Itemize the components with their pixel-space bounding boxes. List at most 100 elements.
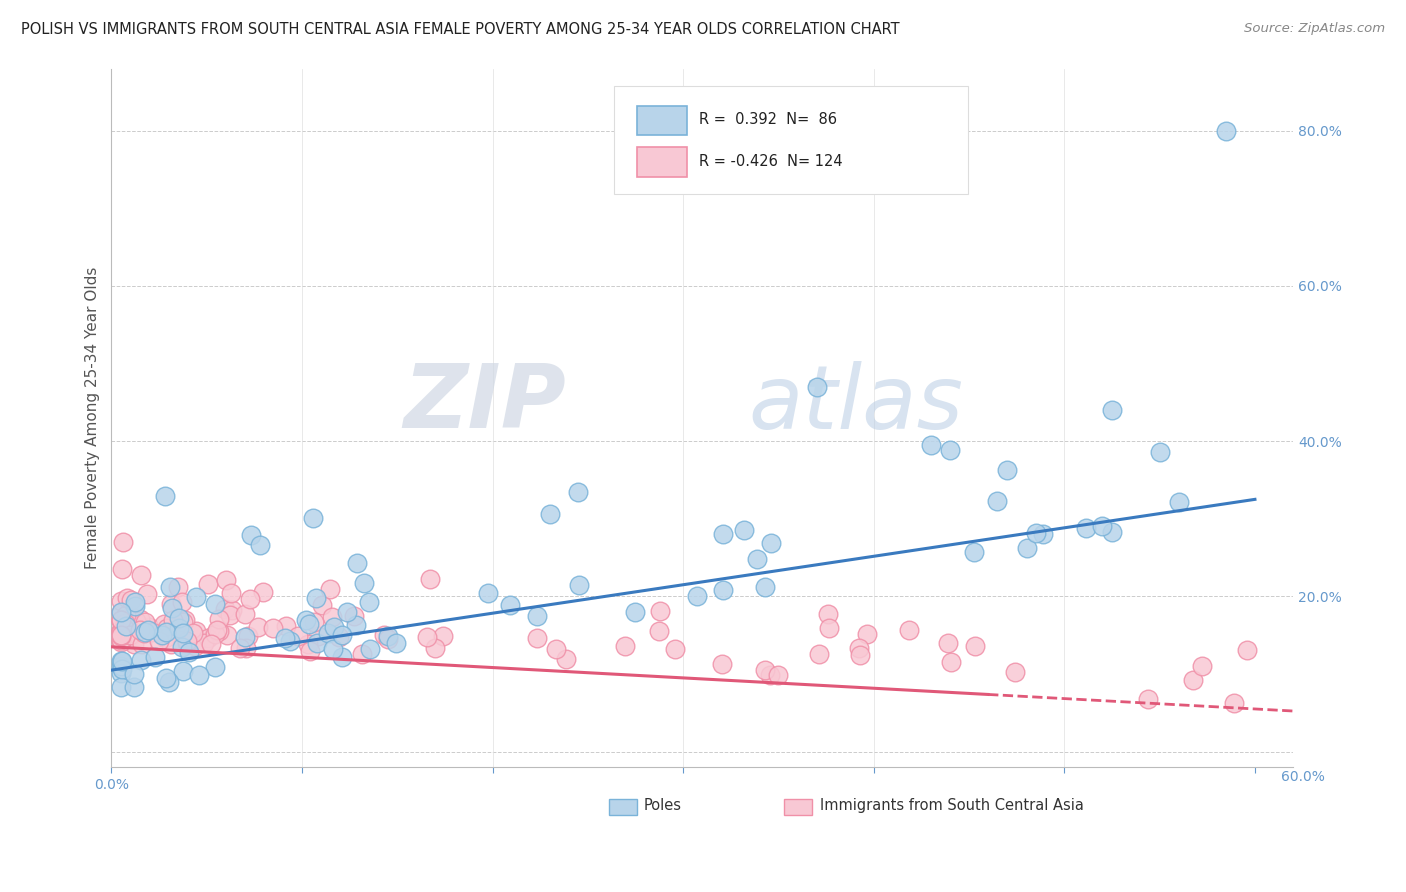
Point [110, 605, 132, 619]
Point [298, 643, 321, 657]
Point [754, 580, 776, 594]
Text: POLISH VS IMMIGRANTS FROM SOUTH CENTRAL ASIA FEMALE POVERTY AMONG 25-34 YEAR OLD: POLISH VS IMMIGRANTS FROM SOUTH CENTRAL … [21, 22, 900, 37]
Point [110, 629, 132, 643]
Point [686, 589, 709, 603]
Point [936, 636, 959, 650]
Point [193, 635, 215, 649]
Point [817, 607, 839, 621]
Text: Immigrants from South Central Asia: Immigrants from South Central Asia [820, 798, 1084, 814]
Point [153, 632, 176, 646]
FancyBboxPatch shape [637, 105, 688, 135]
Point [1091, 519, 1114, 533]
Point [302, 615, 325, 629]
Point [197, 577, 219, 591]
Point [733, 524, 755, 538]
Point [415, 630, 437, 644]
Point [1101, 525, 1123, 540]
Point [176, 635, 198, 649]
Point [711, 582, 734, 597]
Point [307, 629, 329, 643]
Point [127, 616, 149, 631]
Point [124, 637, 146, 651]
Point [1191, 658, 1213, 673]
FancyBboxPatch shape [609, 798, 637, 815]
Point [986, 493, 1008, 508]
Point [162, 613, 184, 627]
Point [197, 631, 219, 645]
Point [156, 620, 179, 634]
Point [249, 538, 271, 552]
Point [219, 586, 242, 600]
Point [745, 551, 768, 566]
Point [233, 630, 256, 644]
Point [110, 680, 132, 694]
Point [183, 639, 205, 653]
Point [110, 614, 132, 628]
Point [311, 599, 333, 613]
Point [172, 595, 194, 609]
Point [1137, 691, 1160, 706]
Point [215, 574, 238, 588]
Point [419, 572, 441, 586]
Point [322, 641, 344, 656]
Text: 60.0%: 60.0% [1281, 771, 1324, 784]
Point [111, 562, 134, 576]
Point [181, 625, 204, 640]
Point [111, 662, 134, 676]
Point [208, 612, 231, 626]
Point [567, 485, 589, 500]
Point [359, 594, 381, 608]
Point [166, 620, 188, 634]
Point [898, 623, 921, 637]
Point [294, 614, 316, 628]
Point [1182, 673, 1205, 687]
Point [759, 668, 782, 682]
Point [129, 653, 152, 667]
Point [614, 639, 637, 653]
Point [124, 611, 146, 625]
Point [648, 624, 671, 638]
Point [114, 616, 136, 631]
Point [526, 608, 548, 623]
Point [110, 635, 132, 649]
Point [131, 637, 153, 651]
Point [806, 380, 828, 394]
Point [173, 613, 195, 627]
Point [172, 664, 194, 678]
Point [114, 618, 136, 632]
Point [808, 647, 831, 661]
Point [145, 650, 167, 665]
Point [208, 624, 231, 638]
Point [1025, 526, 1047, 541]
Point [319, 582, 342, 596]
Point [568, 578, 591, 592]
Text: Poles: Poles [643, 798, 681, 814]
Point [115, 591, 138, 605]
Point [170, 640, 193, 654]
Point [167, 580, 190, 594]
Point [124, 667, 146, 681]
Point [711, 527, 734, 541]
Point [215, 628, 238, 642]
Point [526, 631, 548, 645]
Point [111, 535, 134, 549]
Point [129, 624, 152, 638]
Point [262, 620, 284, 634]
Point [849, 648, 872, 663]
Point [135, 587, 157, 601]
Point [110, 632, 132, 647]
Point [167, 621, 190, 635]
Point [141, 624, 163, 639]
Point [240, 527, 263, 541]
Text: atlas: atlas [748, 361, 963, 447]
Point [110, 613, 132, 627]
Point [499, 598, 522, 612]
Point [1076, 521, 1098, 535]
Point [650, 604, 672, 618]
Point [219, 607, 242, 622]
Point [377, 629, 399, 643]
Point [385, 636, 408, 650]
Point [344, 618, 367, 632]
Point [177, 645, 200, 659]
Point [111, 654, 134, 668]
